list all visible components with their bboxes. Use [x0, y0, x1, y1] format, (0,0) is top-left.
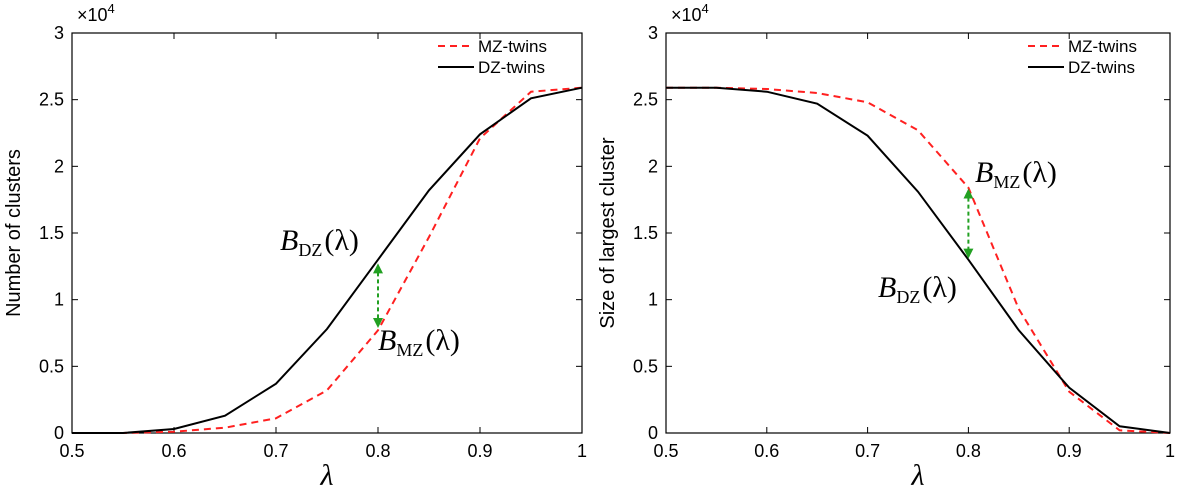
y-tick-label: 1	[648, 290, 658, 310]
y-tick-label: 1.5	[39, 223, 64, 243]
exponent-base: ×10	[77, 5, 108, 25]
y-tick-label: 0	[54, 423, 64, 443]
annotation-lower: BDZ(λ)	[878, 271, 957, 307]
x-tick-label: 0.5	[653, 441, 678, 461]
y-tick-label: 2	[54, 156, 64, 176]
annotation-lower-subscript: DZ	[896, 287, 920, 307]
plot-frame	[665, 32, 1171, 434]
annotation-lower: BMZ(λ)	[378, 324, 460, 360]
y-tick-label: 1.5	[633, 223, 658, 243]
x-axis-label: λ	[320, 459, 334, 491]
series-line-dz-twins	[666, 86, 1171, 434]
series-line-mz-twins	[666, 86, 1171, 434]
annotation-upper-argument: (λ)	[1022, 156, 1057, 189]
annotation-lower-argument: (λ)	[425, 324, 460, 357]
annotation-upper-subscript: DZ	[298, 240, 322, 260]
annotation-upper-letter: B	[975, 156, 993, 189]
series-line-dz-twins	[72, 86, 583, 434]
series-line-mz-twins	[72, 86, 583, 434]
annotation-lower-argument: (λ)	[922, 271, 957, 304]
x-tick-label: 1	[577, 441, 587, 461]
y-tick-label: 0	[648, 423, 658, 443]
x-tick-label: 0.8	[365, 441, 390, 461]
x-tick-label: 0.7	[855, 441, 880, 461]
y-tick-label: 0.5	[39, 356, 64, 376]
annotation-upper-letter: B	[280, 224, 298, 257]
annotation-upper: BMZ(λ)	[975, 156, 1057, 192]
legend-label: DZ-twins	[1068, 58, 1135, 77]
x-tick-label: 0.9	[1057, 441, 1082, 461]
y-tick-label: 3	[54, 23, 64, 43]
legend-label: MZ-twins	[478, 37, 547, 56]
y-axis-exponent: ×104	[671, 1, 709, 25]
annotation-upper-argument: (λ)	[324, 224, 359, 257]
y-tick-label: 2.5	[39, 90, 64, 110]
x-tick-label: 0.8	[956, 441, 981, 461]
annotation-upper-subscript: MZ	[993, 172, 1020, 192]
x-tick-label: 1	[1165, 441, 1175, 461]
chart-panel-1: 0.5 0.6 0.7 0.8 0.9 100.511.522.53×104λNumber…	[3, 1, 587, 491]
y-axis-label: Number of clusters	[3, 149, 25, 317]
exponent-base: ×10	[671, 5, 702, 25]
x-tick-label: 0.5	[59, 441, 84, 461]
y-axis-label: Size of largest cluster	[597, 137, 619, 329]
y-axis-exponent: ×104	[77, 1, 115, 25]
y-tick-label: 0.5	[633, 356, 658, 376]
legend-label: MZ-twins	[1068, 37, 1137, 56]
y-tick-label: 3	[648, 23, 658, 43]
y-tick-label: 2	[648, 156, 658, 176]
x-tick-label: 0.7	[263, 441, 288, 461]
x-tick-label: 0.6	[754, 441, 779, 461]
annotation-lower-subscript: MZ	[396, 340, 423, 360]
legend: MZ-twins DZ-twins	[1028, 37, 1137, 77]
legend: MZ-twins DZ-twins	[438, 37, 547, 77]
x-tick-label: 0.9	[467, 441, 492, 461]
exponent-power: 4	[108, 1, 115, 16]
y-tick-label: 1	[54, 290, 64, 310]
x-axis-label: λ	[911, 459, 925, 491]
exponent-power: 4	[702, 1, 709, 16]
annotation-lower-letter: B	[878, 271, 896, 304]
legend-label: DZ-twins	[478, 58, 545, 77]
y-tick-label: 2.5	[633, 90, 658, 110]
annotation-lower-letter: B	[378, 324, 396, 357]
x-tick-label: 0.6	[161, 441, 186, 461]
annotation-upper: BDZ(λ)	[280, 224, 359, 260]
